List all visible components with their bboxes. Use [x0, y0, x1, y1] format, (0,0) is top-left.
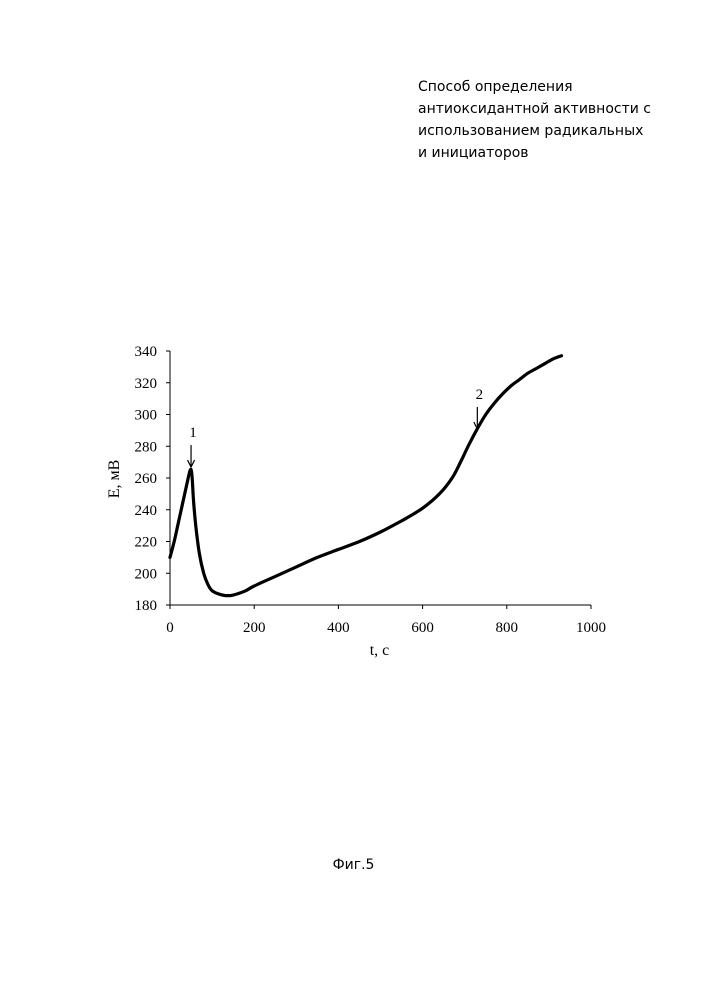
y-tick-label: 200 — [135, 566, 158, 582]
x-tick-label: 0 — [166, 620, 174, 636]
y-tick-label: 180 — [135, 598, 158, 614]
y-tick-label: 240 — [135, 503, 158, 519]
y-tick-label: 260 — [135, 471, 158, 487]
y-tick-label: 280 — [135, 439, 158, 455]
series-line — [170, 356, 562, 596]
figure-caption: Фиг.5 — [0, 857, 707, 873]
x-tick-label: 800 — [496, 620, 519, 636]
y-ticks: 180 200 220 240 260 280 300 320 340 — [135, 344, 171, 614]
x-tick-label: 600 — [411, 620, 434, 636]
y-tick-label: 300 — [135, 408, 158, 424]
annotation-label: 2 — [476, 387, 484, 403]
x-tick-label: 200 — [243, 620, 266, 636]
x-tick-label: 400 — [327, 620, 350, 636]
y-tick-label: 320 — [135, 376, 158, 392]
x-ticks: 0 200 400 600 800 1000 — [166, 605, 606, 636]
annotations: 12 — [188, 387, 484, 467]
x-tick-label: 1000 — [576, 620, 606, 636]
y-axis-label: E, мВ — [106, 460, 123, 499]
y-tick-label: 220 — [135, 535, 158, 551]
x-axis-label: t, с — [370, 642, 390, 659]
annotation-label: 1 — [189, 425, 197, 441]
y-tick-label: 340 — [135, 344, 158, 360]
